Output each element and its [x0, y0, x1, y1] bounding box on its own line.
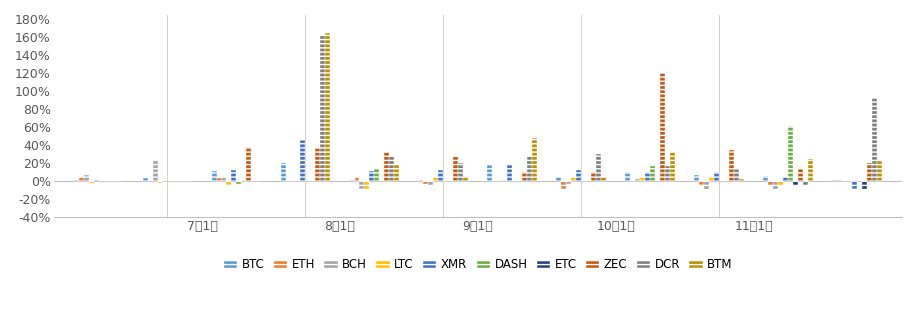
- Bar: [852, 181, 857, 189]
- Bar: [237, 181, 241, 184]
- Bar: [222, 177, 226, 181]
- Bar: [424, 181, 428, 184]
- Bar: [571, 177, 576, 181]
- Bar: [640, 177, 646, 181]
- Bar: [434, 177, 438, 181]
- Bar: [665, 166, 670, 181]
- Bar: [739, 179, 744, 181]
- Bar: [349, 180, 355, 181]
- Bar: [326, 33, 330, 181]
- Bar: [216, 178, 222, 181]
- Bar: [833, 179, 837, 181]
- Bar: [359, 181, 364, 189]
- Bar: [143, 178, 148, 181]
- Bar: [660, 74, 665, 181]
- Bar: [247, 147, 251, 181]
- Bar: [428, 181, 434, 186]
- Bar: [798, 168, 803, 181]
- Bar: [862, 181, 867, 190]
- Bar: [709, 177, 714, 181]
- Bar: [384, 152, 390, 181]
- Bar: [783, 177, 789, 181]
- Bar: [503, 179, 507, 181]
- Bar: [523, 172, 527, 181]
- Bar: [281, 163, 285, 181]
- Bar: [567, 181, 571, 184]
- Bar: [729, 150, 735, 181]
- Bar: [867, 163, 872, 181]
- Bar: [773, 181, 779, 190]
- Bar: [700, 181, 704, 185]
- Bar: [808, 159, 813, 181]
- Bar: [79, 177, 83, 181]
- Bar: [591, 172, 596, 181]
- Bar: [714, 172, 719, 181]
- Bar: [779, 181, 783, 186]
- Bar: [488, 164, 492, 181]
- Bar: [670, 152, 675, 181]
- Bar: [872, 98, 877, 181]
- Bar: [315, 148, 320, 181]
- Bar: [507, 164, 513, 181]
- Bar: [212, 170, 216, 181]
- Bar: [458, 163, 463, 181]
- Bar: [650, 166, 656, 181]
- Bar: [837, 179, 843, 181]
- Bar: [390, 156, 394, 181]
- Bar: [453, 156, 458, 181]
- Legend: BTC, ETH, BCH, LTC, XMR, DASH, ETC, ZEC, DCR, BTM: BTC, ETH, BCH, LTC, XMR, DASH, ETC, ZEC,…: [218, 254, 737, 276]
- Bar: [94, 179, 98, 181]
- Bar: [735, 168, 739, 181]
- Bar: [83, 175, 89, 181]
- Bar: [877, 161, 882, 181]
- Bar: [576, 170, 581, 181]
- Bar: [789, 126, 793, 181]
- Bar: [374, 168, 380, 181]
- Bar: [226, 181, 231, 185]
- Bar: [463, 177, 469, 181]
- Bar: [561, 181, 567, 189]
- Bar: [527, 156, 532, 181]
- Bar: [596, 154, 602, 181]
- Bar: [768, 181, 773, 186]
- Bar: [355, 177, 359, 181]
- Bar: [602, 177, 606, 181]
- Bar: [320, 35, 326, 181]
- Bar: [694, 175, 700, 181]
- Bar: [793, 181, 798, 186]
- Bar: [370, 170, 374, 181]
- Bar: [89, 181, 94, 183]
- Bar: [625, 172, 630, 181]
- Bar: [438, 170, 443, 181]
- Bar: [803, 181, 808, 186]
- Bar: [301, 140, 305, 181]
- Bar: [152, 160, 158, 181]
- Bar: [646, 172, 650, 181]
- Bar: [557, 177, 561, 181]
- Bar: [158, 181, 162, 183]
- Bar: [704, 181, 709, 190]
- Bar: [73, 179, 79, 181]
- Bar: [394, 164, 399, 181]
- Bar: [418, 179, 424, 181]
- Bar: [763, 176, 768, 181]
- Bar: [231, 170, 237, 181]
- Bar: [364, 181, 370, 189]
- Bar: [532, 138, 537, 181]
- Bar: [635, 179, 640, 181]
